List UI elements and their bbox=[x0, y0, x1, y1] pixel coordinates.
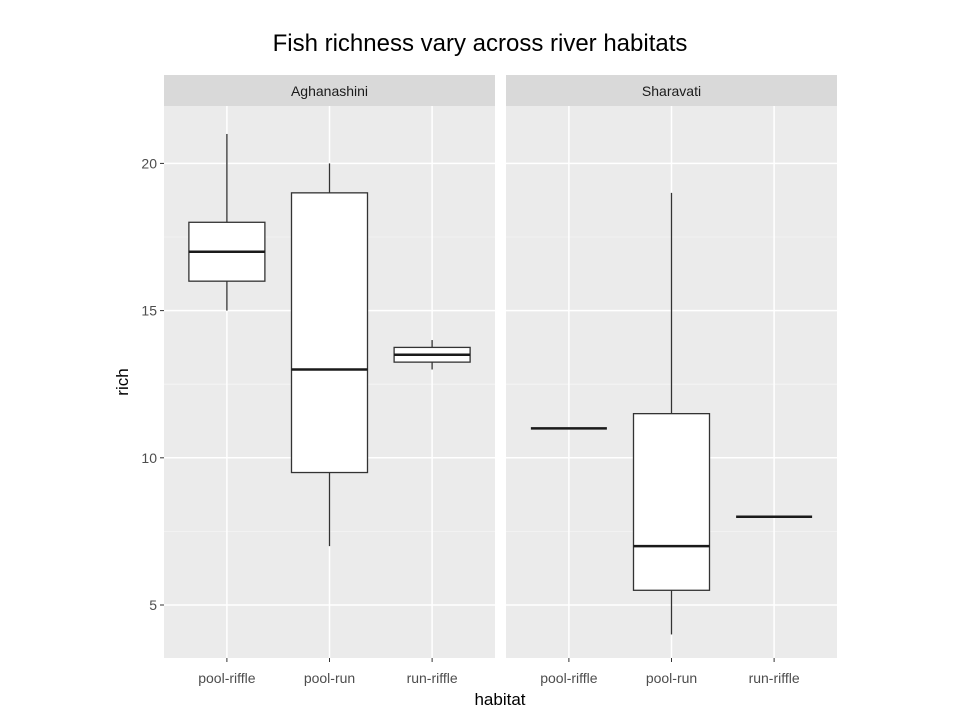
box-pool-run bbox=[632, 412, 711, 591]
y-tick-label: 20 bbox=[141, 155, 157, 171]
x-tick-label: pool-riffle bbox=[540, 670, 598, 686]
y-tick-label: 5 bbox=[149, 597, 157, 613]
x-tick-label: run-riffle bbox=[749, 670, 800, 686]
facet-strip bbox=[164, 75, 495, 106]
x-tick-label: pool-run bbox=[646, 670, 697, 686]
facet-strip bbox=[506, 75, 837, 106]
box-pool-run bbox=[290, 192, 369, 474]
x-tick-label: run-riffle bbox=[407, 670, 458, 686]
y-tick-label: 15 bbox=[141, 303, 157, 319]
x-tick-label: pool-run bbox=[304, 670, 355, 686]
y-tick-label: 10 bbox=[141, 450, 157, 466]
y-axis-label: rich bbox=[113, 368, 132, 395]
facet-label: Sharavati bbox=[642, 83, 701, 99]
chart-title: Fish richness vary across river habitats bbox=[272, 30, 688, 57]
x-tick-label: pool-riffle bbox=[198, 670, 256, 686]
facet-label: Aghanashini bbox=[291, 83, 368, 99]
x-axis-label: habitat bbox=[474, 690, 525, 709]
